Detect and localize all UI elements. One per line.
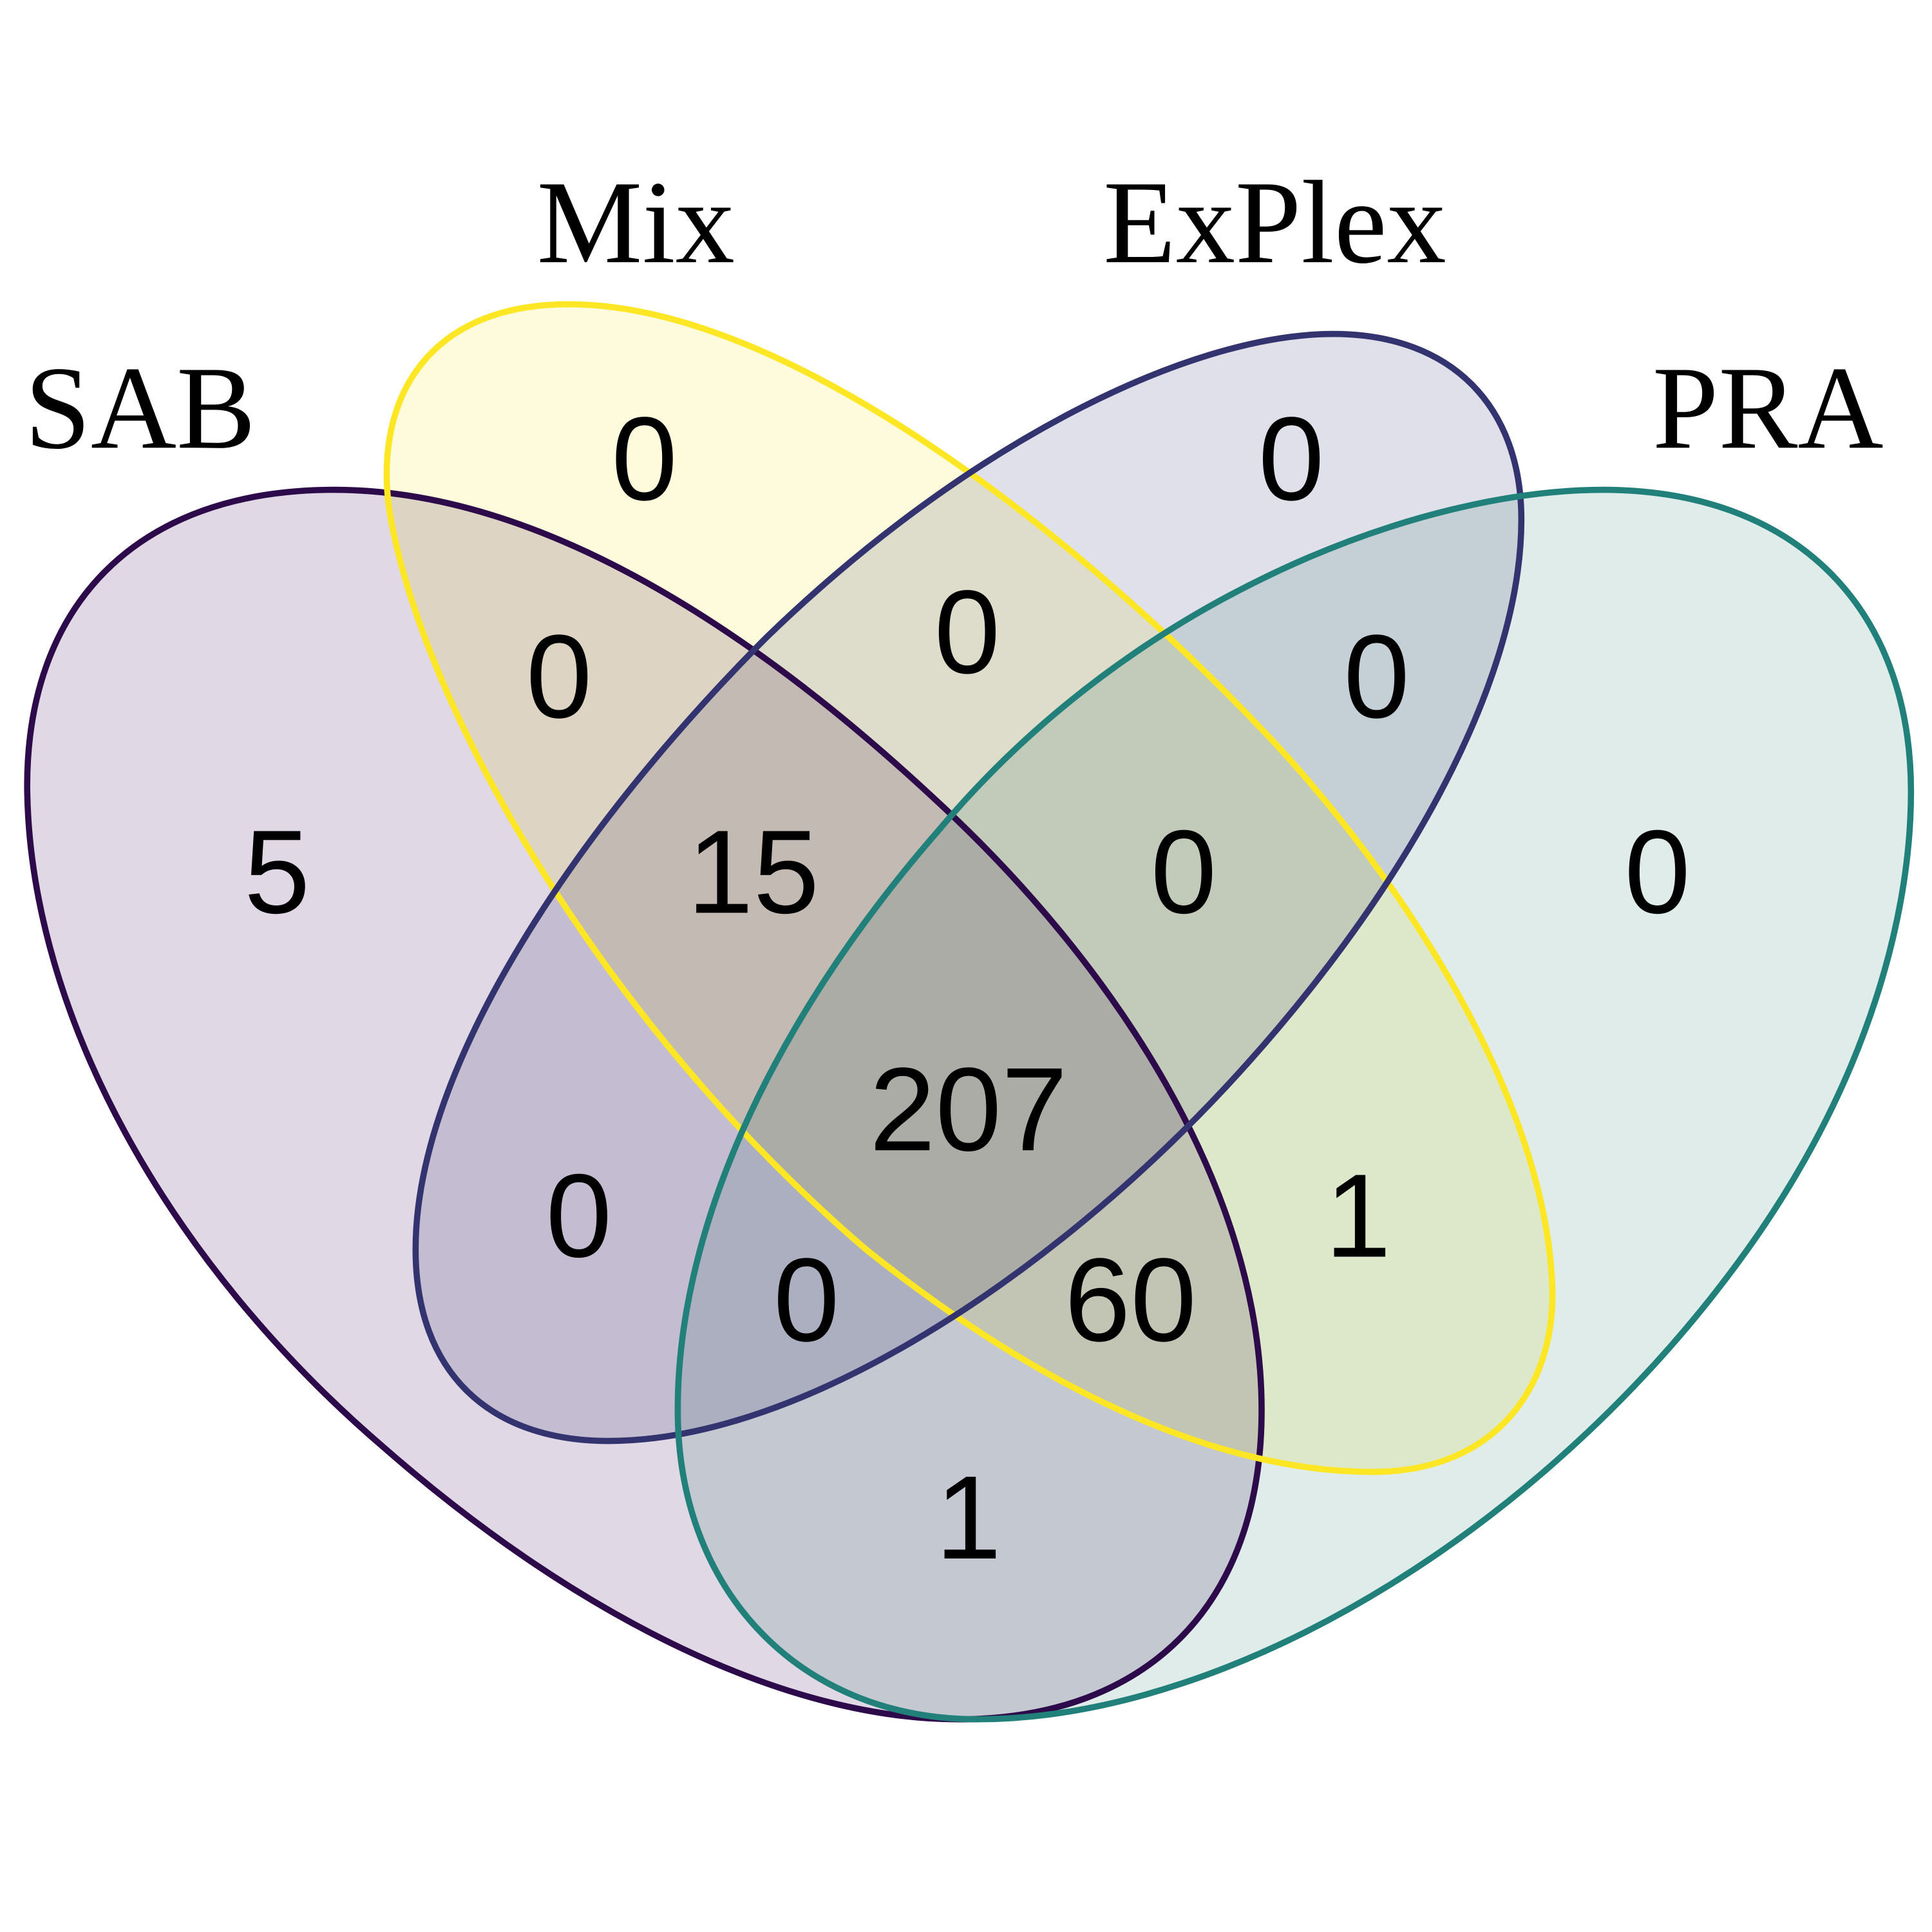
set-label-sab: SAB	[24, 342, 256, 473]
pra-ellipse-fill	[677, 489, 1911, 1719]
count-sab-only: 5	[244, 806, 310, 938]
count-sab-mix-explex: 15	[687, 806, 819, 938]
count-sab-mix-pra: 60	[1065, 1234, 1197, 1367]
count-explex-only: 0	[1258, 393, 1325, 526]
count-mix-only: 0	[611, 393, 677, 526]
count-all-four: 207	[869, 1043, 1068, 1176]
count-sab-pra: 1	[936, 1452, 1002, 1584]
set-label-pra: PRA	[1653, 342, 1884, 473]
explex-ellipse-outline	[412, 330, 1525, 1444]
set-labels: SAB Mix ExPlex PRA	[24, 156, 1883, 473]
count-mix-explex: 0	[934, 566, 1001, 699]
pra-ellipse-outline	[674, 486, 1915, 1723]
count-sab-explex: 0	[546, 1150, 612, 1282]
set-label-explex: ExPlex	[1103, 156, 1446, 288]
count-mix-pra: 1	[1325, 1150, 1392, 1282]
mix-ellipse-outline	[383, 301, 1556, 1475]
ellipse-fills	[27, 304, 1911, 1719]
count-sab-explex-pra: 0	[773, 1234, 840, 1367]
region-counts: 0 0 0 0 0 5 15 0 0 207 0 1 0 60 1	[244, 393, 1690, 1584]
count-sab-mix: 0	[526, 611, 592, 743]
set-label-mix: Mix	[537, 156, 735, 288]
count-pra-only: 0	[1624, 806, 1690, 938]
ellipse-outlines	[24, 301, 1915, 1723]
count-explex-pra: 0	[1343, 611, 1410, 743]
count-mix-explex-pra: 0	[1151, 806, 1217, 938]
